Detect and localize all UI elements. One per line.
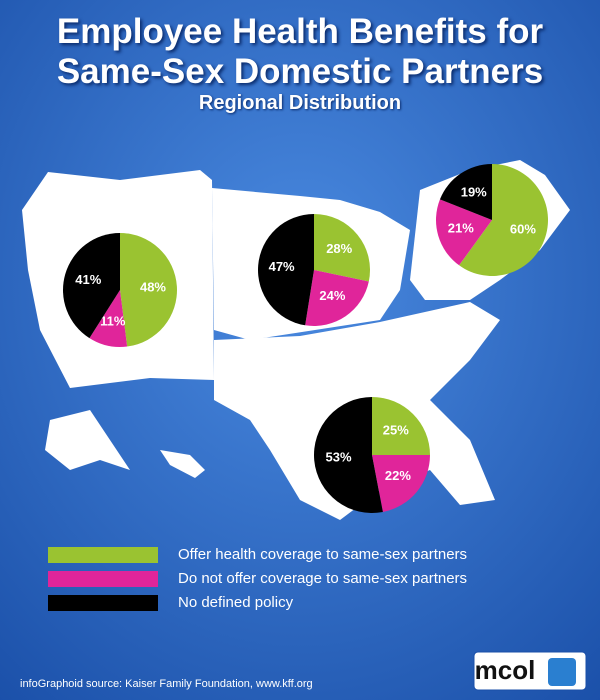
legend-label: Do not offer coverage to same-sex partne…: [178, 570, 467, 587]
hawaii: [160, 450, 205, 478]
data-label: 28%: [326, 241, 352, 256]
data-label: 21%: [448, 220, 474, 235]
data-label: 41%: [75, 272, 101, 287]
pie-slice: [305, 270, 369, 326]
pie-slice: [89, 290, 128, 347]
chart-subtitle: Regional Distribution: [198, 92, 402, 114]
data-label: 53%: [325, 450, 351, 465]
data-label: 22%: [385, 468, 411, 483]
data-label: 47%: [269, 259, 295, 274]
pie-slice: [120, 233, 177, 347]
pie-slice: [459, 164, 548, 276]
source: infoGraphoid source: Kaiser Family Found…: [20, 678, 313, 690]
legend-swatch: [48, 547, 158, 563]
alaska: [45, 410, 130, 470]
pie-slice: [372, 455, 430, 512]
pie-slice: [372, 397, 430, 455]
data-label: 24%: [319, 288, 345, 303]
data-label: 25%: [383, 423, 409, 438]
logo-icon: [548, 658, 576, 686]
logo: mcol: [475, 655, 536, 685]
pie-slice: [439, 164, 492, 220]
pie-slice: [314, 397, 383, 513]
chart-title: Employee Health Benefits for Same-Sex Do…: [56, 12, 544, 91]
legend-swatch: [48, 571, 158, 587]
legend-label: No defined policy: [178, 594, 294, 611]
legend-swatch: [48, 595, 158, 611]
pie-slice: [63, 233, 120, 339]
pie-slice: [314, 214, 370, 282]
data-label: 11%: [100, 314, 126, 329]
data-label: 60%: [510, 221, 536, 236]
legend-label: Offer health coverage to same-sex partne…: [178, 546, 467, 563]
pie-slice: [435, 199, 492, 266]
data-label: 48%: [140, 279, 166, 294]
data-label: 19%: [461, 185, 487, 200]
pie-slice: [258, 214, 314, 326]
